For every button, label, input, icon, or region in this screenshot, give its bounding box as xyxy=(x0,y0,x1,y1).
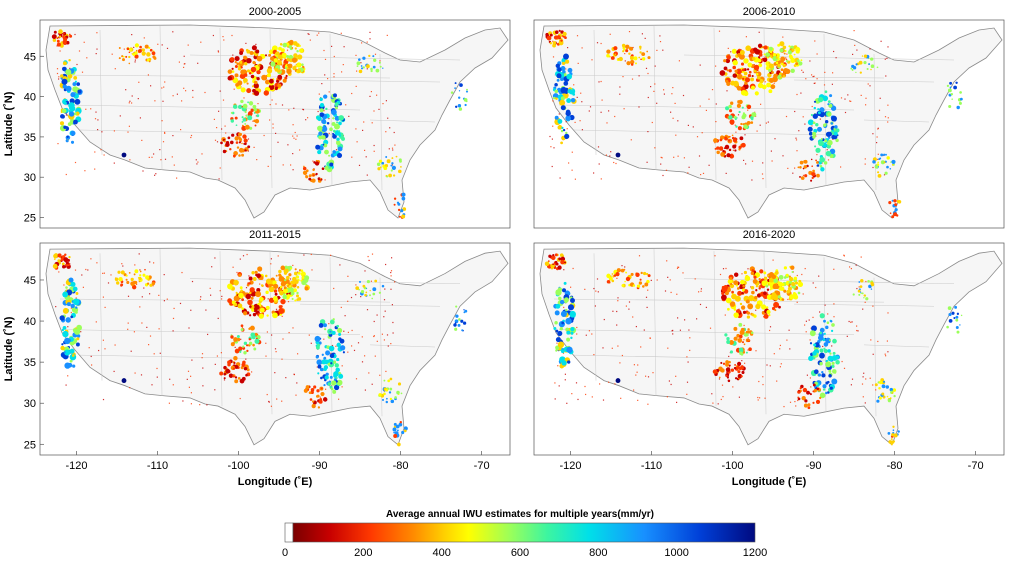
colorbar-tick-label: 200 xyxy=(354,547,372,559)
y-tick-label: 40 xyxy=(24,316,36,328)
colorbar-tick-label: 800 xyxy=(589,547,607,559)
panel-title: 2000-2005 xyxy=(249,6,302,18)
panel-title: 2016-2020 xyxy=(743,229,796,241)
iwu-patches xyxy=(51,29,469,219)
colorbar-tick-label: 1200 xyxy=(743,547,767,559)
y-tick-label: 45 xyxy=(24,51,36,63)
x-tick-label: -120 xyxy=(65,460,87,472)
x-tick-label: -70 xyxy=(474,460,490,472)
x-tick-label: -100 xyxy=(228,460,250,472)
map-panel: 2006-2010 xyxy=(533,6,1005,229)
x-tick-label: -80 xyxy=(887,460,903,472)
y-tick-label: 35 xyxy=(24,357,36,369)
panel-title: 2011-2015 xyxy=(249,229,301,241)
iwu-patches xyxy=(52,253,468,447)
x-axis-label: Longitude (˚E) xyxy=(732,476,807,488)
map-panel: 2011-2015 45 40 35 30 25 Latitude (˚N) -120 -110… xyxy=(3,229,511,488)
iwu-patches xyxy=(544,253,963,446)
x-axis-label: Longitude (˚E) xyxy=(238,476,313,488)
iwu-patches xyxy=(545,29,963,219)
y-tick-label: 25 xyxy=(24,439,36,451)
x-tick-label: -110 xyxy=(147,460,168,472)
colorbar-zero-bin xyxy=(284,522,294,543)
y-tick-label: 35 xyxy=(24,132,36,144)
y-tick-label: 30 xyxy=(24,398,36,410)
panel-title: 2006-2010 xyxy=(743,6,796,18)
y-axis-label: Latitude (˚N) xyxy=(3,316,15,381)
x-tick-label: -80 xyxy=(393,460,409,472)
x-tick-label: -70 xyxy=(968,460,984,472)
x-tick-label: -100 xyxy=(722,460,744,472)
x-tick-label: -110 xyxy=(641,460,662,472)
colorbar-title: Average annual IWU estimates for multipl… xyxy=(386,509,654,520)
colorbar-tick-label: 400 xyxy=(432,547,450,559)
y-tick-label: 40 xyxy=(24,92,36,104)
colorbar-tick-label: 1000 xyxy=(664,547,688,559)
x-tick-label: -90 xyxy=(806,460,822,472)
y-axis-label: Latitude (˚N) xyxy=(3,91,15,156)
y-tick-label: 45 xyxy=(24,275,36,287)
y-tick-label: 30 xyxy=(24,172,36,184)
x-tick-label: -90 xyxy=(312,460,328,472)
map-panel: 2016-2020 -120 -110 -100 -90 -80 -70 Longitude … xyxy=(533,229,1005,488)
colorbar-ticks: 0 200 400 600 800 1000 1200 xyxy=(282,547,767,559)
y-tick-label: 25 xyxy=(24,213,36,225)
colorbar xyxy=(292,522,756,543)
map-panel: 2000-2005 45 40 35 30 25 Latitude (˚N) xyxy=(3,6,511,229)
x-tick-label: -120 xyxy=(559,460,581,472)
colorbar-tick-label: 600 xyxy=(511,547,529,559)
colorbar-tick-label: 0 xyxy=(282,547,288,559)
